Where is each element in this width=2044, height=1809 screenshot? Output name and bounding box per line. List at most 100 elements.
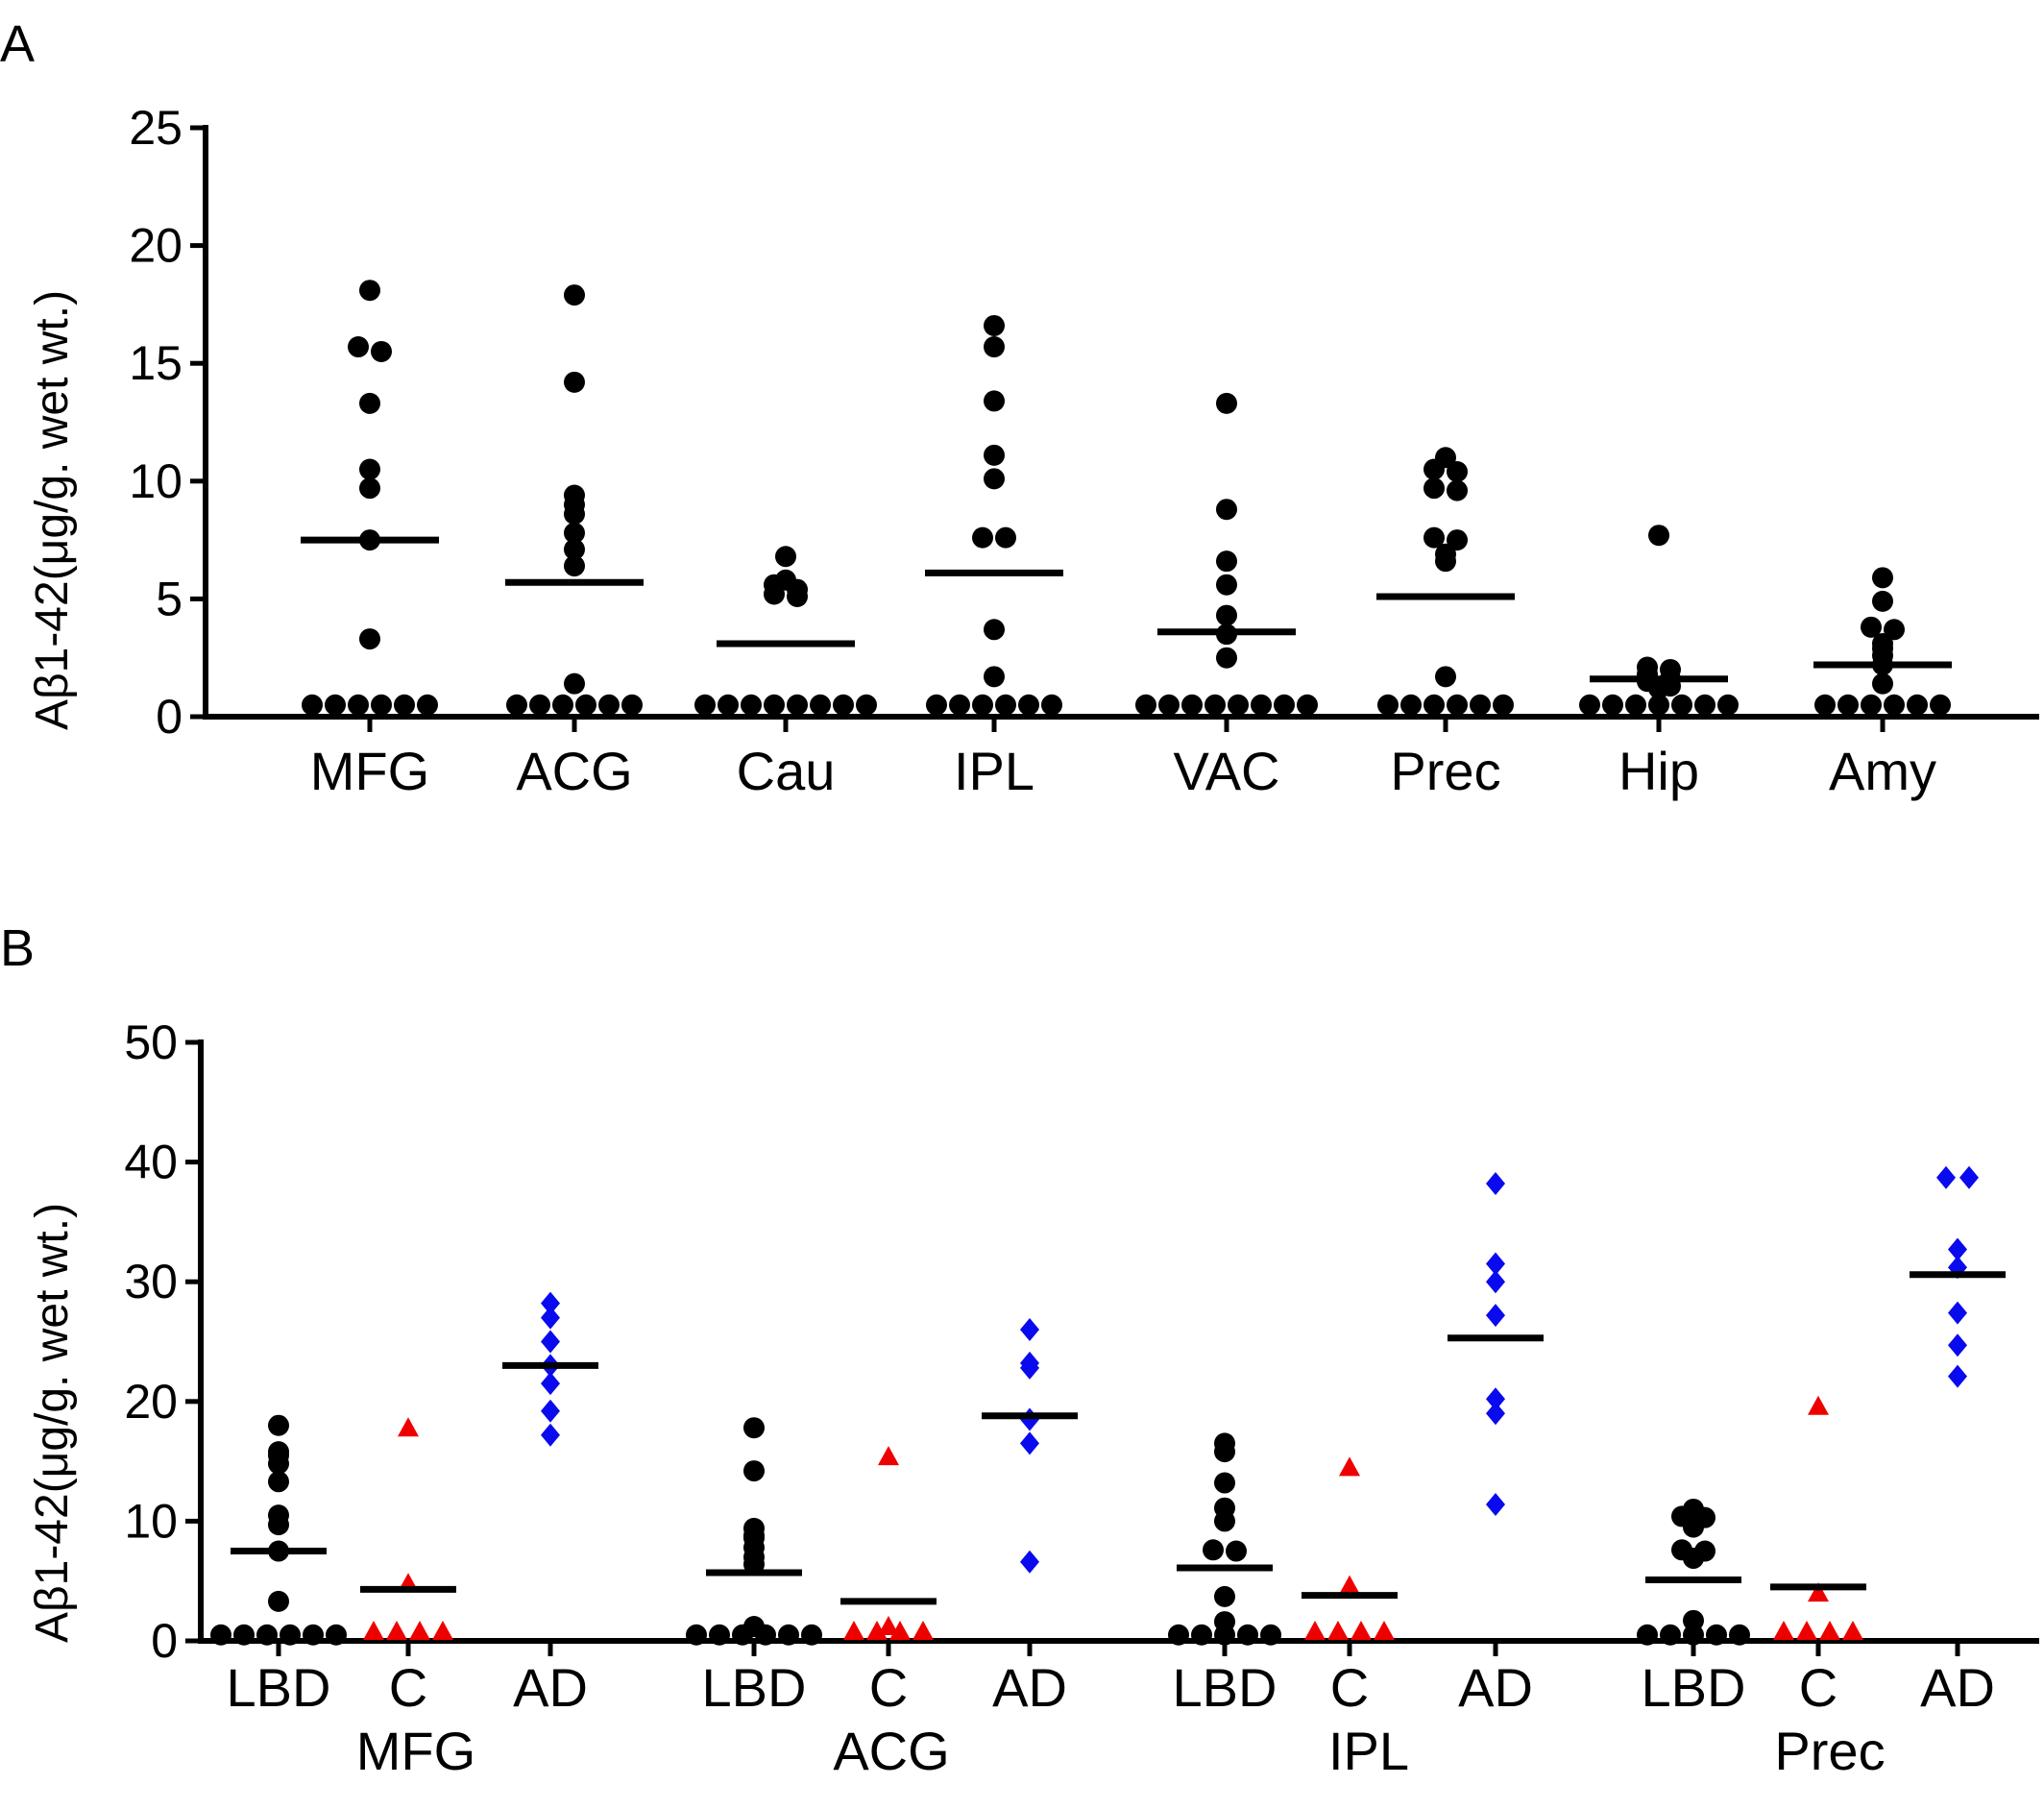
panel-b-axes: 0 10 20 30 40 50 LBD C AD MFG LBD C AD ACG LBD C AD IPL LB… [124, 1015, 2039, 1781]
data-point [210, 1624, 231, 1646]
data-point [775, 546, 796, 568]
data-point [564, 672, 585, 695]
y-tick-label: 10 [124, 1494, 178, 1548]
data-point [1625, 694, 1646, 716]
data-point [1297, 694, 1318, 716]
y-tick-label: 20 [124, 1375, 178, 1429]
data-point [984, 619, 1005, 641]
data-point [1773, 1621, 1794, 1641]
data-point [326, 1624, 347, 1646]
data-point [363, 1621, 384, 1641]
data-point [268, 1453, 289, 1475]
data-point [1948, 1364, 1967, 1388]
data-point [743, 1460, 765, 1482]
data-point [764, 694, 785, 716]
data-point [1930, 694, 1951, 716]
data-point [1842, 1621, 1863, 1641]
panel-b-y-axis-label: Aβ1-42(μg/g. wet wt.) [27, 1203, 78, 1643]
data-point [856, 694, 877, 716]
y-tick-label: 0 [151, 1614, 178, 1668]
data-point [694, 694, 716, 716]
data-point [995, 694, 1016, 716]
data-point [398, 1417, 419, 1437]
data-point [1683, 1548, 1704, 1570]
data-point [1872, 567, 1893, 589]
data-point [1729, 1624, 1750, 1646]
data-point [1486, 1402, 1505, 1426]
data-point [541, 1423, 560, 1447]
data-point [1861, 616, 1882, 638]
data-point [348, 336, 369, 358]
data-point [1424, 477, 1445, 500]
data-point [1135, 694, 1156, 716]
data-point [1304, 1621, 1326, 1641]
x-tick-label: AD [992, 1657, 1067, 1718]
data-point [995, 526, 1016, 549]
data-point [598, 694, 620, 716]
data-point [1884, 694, 1905, 716]
data-point [1435, 550, 1456, 573]
data-point [787, 585, 808, 607]
data-point [386, 1621, 407, 1641]
data-point [1808, 1395, 1829, 1415]
data-point [1339, 1456, 1360, 1477]
data-point [778, 1624, 799, 1646]
data-point [268, 1414, 289, 1436]
data-point [359, 392, 380, 414]
y-tick-label: 30 [124, 1255, 178, 1308]
data-point [1216, 574, 1237, 596]
x-tick-label: Prec [1390, 741, 1500, 801]
panel-a-letter: A [0, 15, 35, 73]
x-tick-label: LBD [1642, 1657, 1746, 1718]
data-point [552, 694, 573, 716]
data-point [833, 694, 854, 716]
data-point [1683, 1624, 1704, 1646]
data-point [1486, 1252, 1505, 1276]
data-point [764, 583, 785, 605]
y-tick-label: 10 [129, 454, 182, 508]
data-point [1486, 1387, 1505, 1411]
data-point [1168, 1624, 1189, 1646]
data-point [1447, 529, 1468, 551]
data-point [1214, 1624, 1235, 1646]
data-point [268, 1590, 289, 1612]
panel-a-y-axis-label: Aβ1-42(μg/g. wet wt.) [27, 290, 78, 730]
data-point [1579, 694, 1600, 716]
data-point [801, 1624, 822, 1646]
data-point [1274, 694, 1295, 716]
data-point [1214, 1510, 1235, 1532]
x-tick-label: Amy [1829, 741, 1936, 801]
data-point [1694, 694, 1716, 716]
data-point [409, 1621, 430, 1641]
y-tick-label: 15 [129, 336, 182, 390]
data-point [506, 694, 527, 716]
data-point [718, 694, 739, 716]
data-point [984, 390, 1005, 412]
data-point [1648, 525, 1669, 547]
data-point [564, 284, 585, 306]
data-point [1706, 1624, 1727, 1646]
data-point [912, 1621, 934, 1641]
x-tick-label: VAC [1174, 741, 1280, 801]
x-tick-label: C [1330, 1657, 1369, 1718]
x-tick-label: Hip [1618, 741, 1699, 801]
data-point [878, 1616, 899, 1636]
y-tick-label: 40 [124, 1136, 178, 1189]
data-point [1486, 1492, 1505, 1516]
data-point [1216, 550, 1237, 573]
data-point [1948, 1301, 1967, 1325]
group-label: IPL [1328, 1721, 1409, 1781]
y-tick-label: 0 [156, 690, 182, 744]
data-point [541, 1291, 560, 1315]
data-point [972, 526, 993, 549]
data-point [984, 336, 1005, 358]
data-point [743, 1417, 765, 1439]
data-point [1020, 1318, 1039, 1342]
data-point [1377, 694, 1399, 716]
data-point [575, 694, 596, 716]
y-tick-label: 20 [129, 219, 182, 273]
data-point [1683, 1516, 1704, 1538]
data-point [1808, 1582, 1829, 1602]
x-tick-label: AD [1920, 1657, 1995, 1718]
